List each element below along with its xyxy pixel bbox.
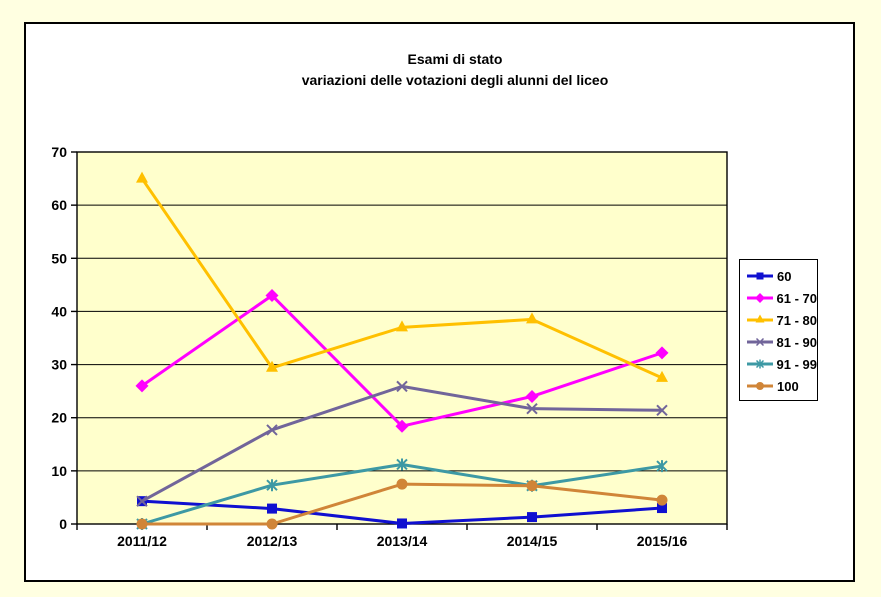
y-tick-label: 50 [51,250,67,266]
legend-item-71-80: 71 - 80 [745,309,817,331]
legend-label: 91 - 99 [776,356,817,372]
y-tick-label: 30 [51,357,67,373]
x-axis-labels: 2011/12 2012/13 2013/14 2014/15 2015/16 [117,533,687,549]
legend-swatch-square-icon [747,272,773,280]
y-tick-label: 0 [59,516,67,532]
legend-swatch-x-icon [747,337,773,347]
x-tick-label: 2011/12 [117,533,167,549]
legend-item-100: 100 [745,375,817,397]
y-axis-ticks [71,151,77,525]
x-tick-label: 2012/13 [247,533,298,549]
gridlines [77,151,727,525]
legend-label: 61 - 70 [776,290,817,306]
legend-swatch-circle-icon [747,382,773,390]
chart-title-line2: variazioni delle votazioni degli alunni … [301,72,609,88]
legend-item-91-99: 91 - 99 [745,353,817,375]
legend-swatch-star-icon [747,359,773,369]
series-100 [136,478,668,530]
y-tick-label: 40 [51,303,67,319]
legend-label: 71 - 80 [776,312,817,328]
legend-label: 81 - 90 [776,334,817,350]
x-tick-label: 2014/15 [507,533,558,549]
x-tick-label: 2013/14 [377,533,428,549]
legend-item-60: 60 [745,265,817,287]
series-81-90 [136,380,668,507]
y-tick-label: 20 [51,410,67,426]
y-tick-label: 70 [51,144,67,160]
legend-label: 100 [777,378,799,394]
legend-swatch-diamond-icon [747,293,773,303]
legend-swatch-triangle-icon [747,314,773,323]
chart-title-line1: Esami di stato [407,51,503,67]
x-tick-label: 2015/16 [637,533,688,549]
y-tick-label: 60 [51,197,67,213]
legend-item-61-70: 61 - 70 [745,287,817,309]
y-axis-labels: 0 10 20 30 40 50 60 70 [51,144,67,532]
series-61-70 [135,288,669,433]
legend-label: 60 [777,268,792,284]
y-tick-label: 10 [51,463,67,479]
legend-item-81-90: 81 - 90 [745,331,817,353]
series-71-80 [136,171,668,382]
legend: 60 61 - 70 71 - 80 81 - 90 91 - 99 100 [739,259,818,401]
chart-title: Esami di stato variazioni delle votazion… [15,49,881,91]
